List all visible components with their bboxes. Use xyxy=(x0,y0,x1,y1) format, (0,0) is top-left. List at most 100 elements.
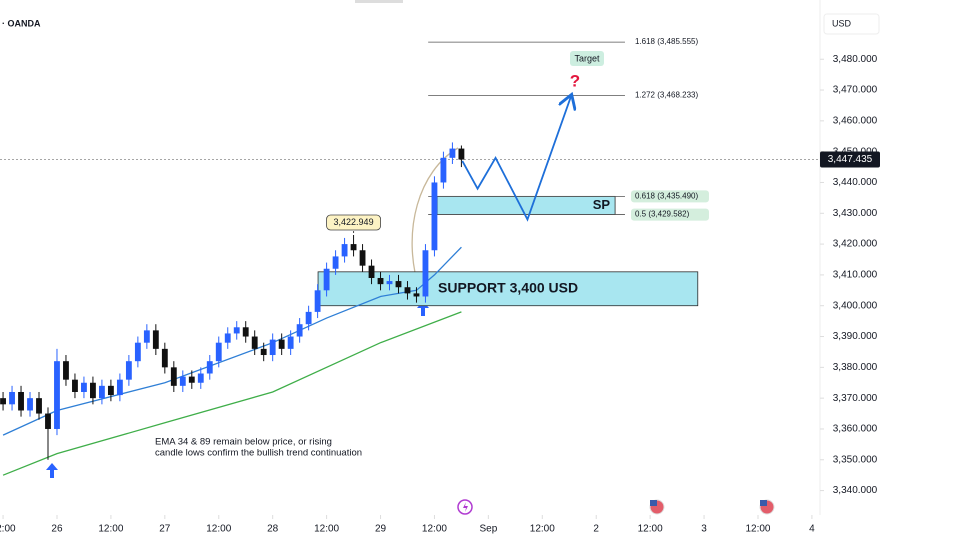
candle-body xyxy=(90,382,96,399)
y-tick-label: 3,480.000 xyxy=(833,54,878,65)
y-tick-label: 3,430.000 xyxy=(833,208,878,219)
candle-body xyxy=(18,391,24,411)
peak-label: 3,422.949 xyxy=(334,217,374,227)
up-arrow-icon xyxy=(46,463,58,478)
candle-body xyxy=(404,287,411,294)
last-price-box xyxy=(820,151,880,168)
peak-box xyxy=(326,214,381,231)
candle-body xyxy=(296,324,303,337)
y-tick-label: 3,440.000 xyxy=(833,177,878,188)
candle-body xyxy=(0,398,6,405)
event-icon xyxy=(463,502,468,512)
zone xyxy=(436,195,616,215)
candle-body xyxy=(9,391,15,405)
candle-body xyxy=(242,327,249,337)
candle-body xyxy=(377,277,384,285)
flag-icon xyxy=(650,500,657,506)
source: · OANDA xyxy=(2,18,41,28)
candle-body xyxy=(341,244,348,257)
candle-body xyxy=(233,327,240,334)
target-box xyxy=(570,51,604,66)
x-tick-label: 3 xyxy=(701,524,707,535)
y-tick-label: 3,350.000 xyxy=(833,454,878,465)
y-tick-label: 3,420.000 xyxy=(833,239,878,250)
currency: USD xyxy=(832,18,852,28)
candle-body xyxy=(27,398,33,411)
fib-label-box xyxy=(630,208,709,221)
fib-label: 0.618 (3,435.490) xyxy=(635,191,698,200)
x-tick-label: 12:00 xyxy=(0,524,16,535)
candle-body xyxy=(98,385,105,399)
x-tick-label: 12:00 xyxy=(206,524,231,535)
candle-body xyxy=(449,148,456,158)
y-tick-label: 3,460.000 xyxy=(833,115,878,126)
candle-body xyxy=(386,281,393,285)
zone-label: SP xyxy=(593,197,611,212)
note-line: candle lows confirm the bullish trend co… xyxy=(155,448,362,459)
candle-body xyxy=(206,361,213,374)
top-handle xyxy=(355,0,403,3)
candle-body xyxy=(413,293,420,297)
y-tick-label: 3,400.000 xyxy=(833,300,878,311)
zone-label: SUPPORT 3,400 USD xyxy=(438,279,578,295)
candle-body xyxy=(269,339,276,356)
x-tick-label: 12:00 xyxy=(314,524,339,535)
candle-body xyxy=(197,373,204,383)
y-tick-label: 3,380.000 xyxy=(833,362,878,373)
x-tick-label: 12:00 xyxy=(638,524,663,535)
candle-body xyxy=(350,244,357,251)
candle-body xyxy=(161,348,168,368)
candle-body xyxy=(278,339,285,349)
candle-body xyxy=(359,250,366,266)
last-price-label: 3,447.435 xyxy=(828,154,873,165)
x-tick-label: 12:00 xyxy=(98,524,123,535)
candle-body xyxy=(72,379,78,392)
x-tick-label: 28 xyxy=(267,524,279,535)
curve-annotation xyxy=(411,147,459,293)
candle-body xyxy=(215,342,222,362)
candle-body xyxy=(260,348,267,356)
candle-body xyxy=(63,361,69,380)
currency-box xyxy=(823,13,880,35)
y-tick-label: 3,470.000 xyxy=(833,85,878,96)
candle-body xyxy=(107,385,114,396)
x-tick-label: 2 xyxy=(593,524,599,535)
candle-body xyxy=(368,265,375,278)
target-label: Target xyxy=(574,53,600,63)
candle-body xyxy=(179,376,186,386)
x-tick-label: 4 xyxy=(809,524,815,535)
x-tick-label: 26 xyxy=(51,524,63,535)
candle-body xyxy=(305,311,312,325)
note-line: EMA 34 & 89 remain below price, or risin… xyxy=(155,437,332,448)
candle-body xyxy=(395,281,402,288)
candle-body xyxy=(170,367,177,386)
question-mark: ? xyxy=(570,71,580,90)
candle-body xyxy=(134,342,141,362)
candle-body xyxy=(332,256,339,269)
candle-body xyxy=(314,290,321,312)
fib-label-box xyxy=(630,190,709,203)
candle-body xyxy=(431,182,438,251)
candle-body xyxy=(125,361,132,380)
x-tick-label: 27 xyxy=(159,524,171,535)
candle-body xyxy=(116,379,123,396)
y-tick-label: 3,370.000 xyxy=(833,393,878,404)
candle-body xyxy=(81,382,87,392)
candle-body xyxy=(36,398,42,414)
candle-body xyxy=(224,333,231,343)
fib-label: 1.618 (3,485.555) xyxy=(635,37,698,46)
y-tick-label: 3,390.000 xyxy=(833,331,878,342)
flag-icon xyxy=(760,500,767,506)
candle-body xyxy=(422,250,429,297)
x-tick-label: Sep xyxy=(479,524,497,535)
candle-body xyxy=(54,361,60,429)
candle-body xyxy=(152,330,159,349)
x-tick-label: 12:00 xyxy=(422,524,447,535)
candle-body xyxy=(458,148,465,160)
y-tick-label: 3,360.000 xyxy=(833,424,878,435)
projection-path xyxy=(461,96,571,222)
zone xyxy=(317,271,699,307)
fib-label: 0.5 (3,429.582) xyxy=(635,210,690,219)
